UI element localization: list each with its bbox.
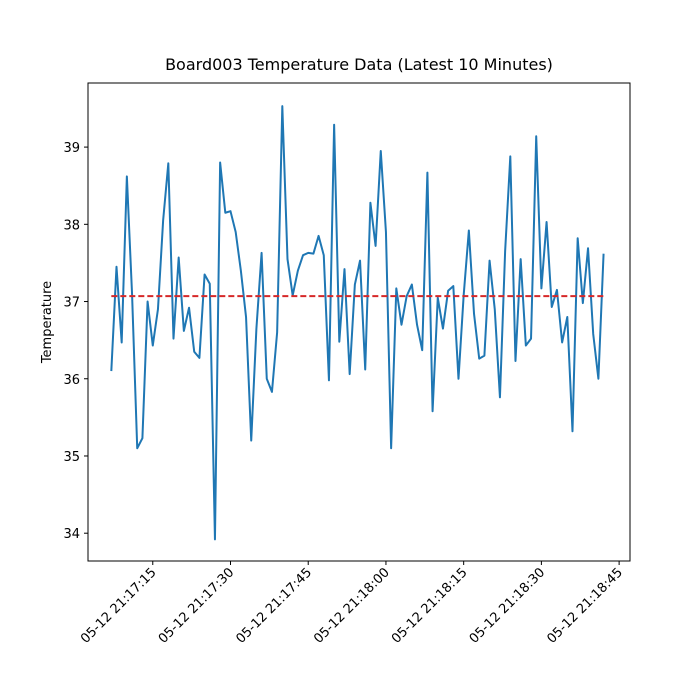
y-tick-label: 39 (63, 141, 80, 156)
x-tick-label: 05-12 21:17:45 (234, 565, 316, 647)
y-tick-label: 35 (63, 450, 80, 465)
x-tick-label: 05-12 21:18:15 (389, 565, 471, 647)
x-tick-label: 05-12 21:18:00 (311, 565, 393, 647)
x-tick-label: 05-12 21:18:30 (467, 565, 549, 647)
y-axis-label: Temperature (40, 281, 55, 364)
y-tick-label: 36 (63, 373, 80, 388)
x-tick-label: 05-12 21:18:45 (544, 565, 626, 647)
x-tick-label: 05-12 21:17:30 (156, 565, 238, 647)
data-line (110, 105, 605, 541)
y-tick-label: 38 (63, 218, 80, 233)
y-tick-label: 37 (63, 296, 80, 311)
plot-frame (87, 82, 631, 562)
chart-title: Board003 Temperature Data (Latest 10 Min… (165, 55, 553, 74)
y-tick-label: 34 (63, 527, 80, 542)
x-tick-label: 05-12 21:17:15 (78, 565, 160, 647)
